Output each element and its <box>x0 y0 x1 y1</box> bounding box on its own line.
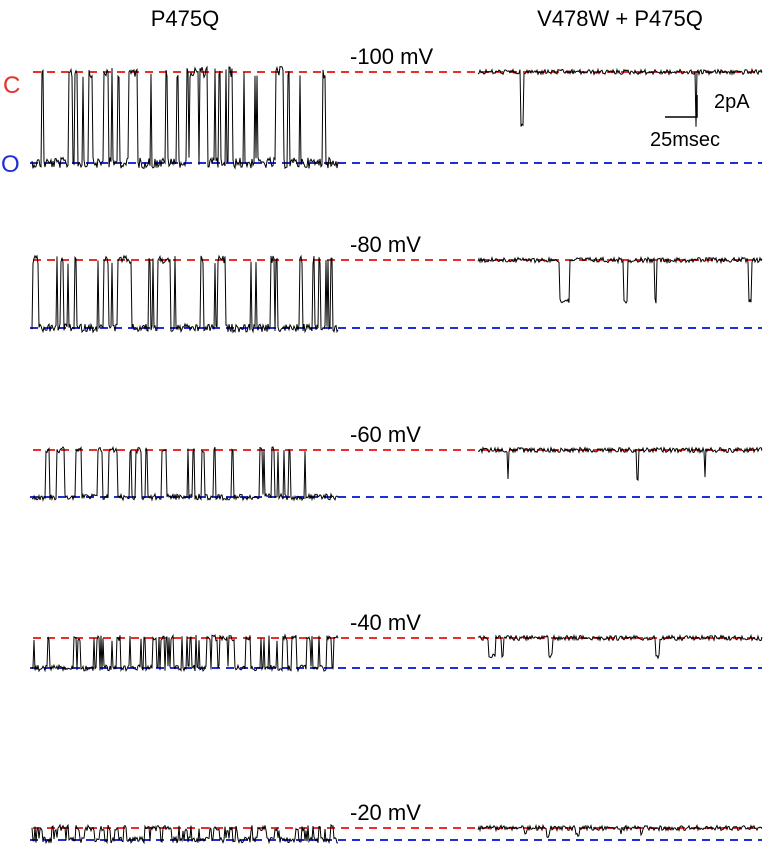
voltage-label: -80 mV <box>350 232 421 257</box>
voltage-label: -60 mV <box>350 422 421 447</box>
scale-time: 25msec <box>650 129 720 151</box>
trace <box>477 823 763 839</box>
scale-bar <box>665 95 698 118</box>
trace <box>477 633 763 660</box>
trace <box>31 254 339 334</box>
trace <box>477 255 763 304</box>
trace <box>31 65 339 170</box>
trace <box>477 67 763 127</box>
voltage-label: -40 mV <box>350 610 421 635</box>
column-title: V478W + P475Q <box>537 6 703 31</box>
scale-current: 2pA <box>714 91 750 113</box>
trace <box>31 823 339 845</box>
trace <box>31 633 339 673</box>
trace <box>477 446 763 482</box>
open-level-label: O <box>1 151 20 178</box>
voltage-label: -100 mV <box>350 44 433 69</box>
voltage-label: -20 mV <box>350 800 421 825</box>
closed-level-label: C <box>3 72 20 99</box>
trace <box>31 445 339 502</box>
column-title: P475Q <box>151 6 220 31</box>
